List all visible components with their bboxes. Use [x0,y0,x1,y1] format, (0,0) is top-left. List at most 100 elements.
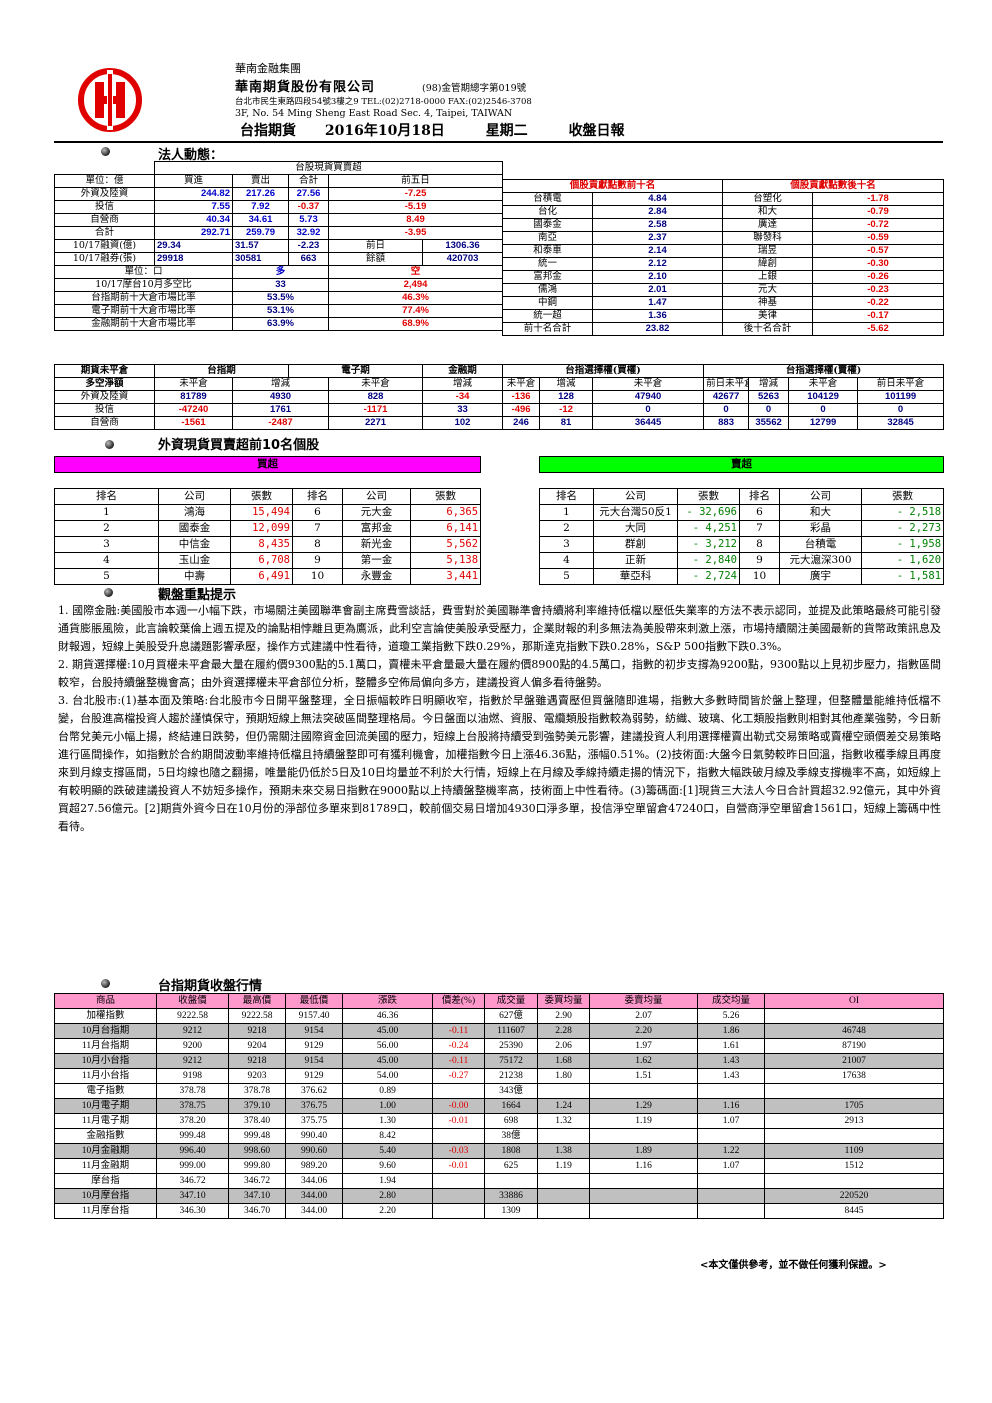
oi-value: 102 [422,416,504,430]
quote-value: 378.78 [156,1083,229,1099]
oi-value: -496 [502,403,541,417]
quote-value: 1309 [484,1203,538,1219]
rank: 10 [739,568,780,585]
quote-value: 990.60 [285,1143,343,1159]
table-row: 國泰金 2.58 廣達 -0.72 [502,218,945,232]
quote-value: 9203 [228,1068,286,1084]
top-stock-points: 4.84 [591,192,724,206]
product-name: 11月台指期 [54,1038,157,1054]
bottom-stock-name: 聯發科 [722,231,814,245]
quote-value: -0.24 [432,1038,485,1054]
contribution-table: 個股貢獻點數前十名 個股貢獻點數後十名 台積電 4.84 台塑化 -1.78 台化 2.8… [501,179,945,336]
row-label: 自營商 [54,213,155,227]
oi-value: 104129 [788,390,859,404]
margin-value: 31.57 [232,239,289,253]
bullet-icon [101,147,110,156]
oi-group-fxf: 金融期 [422,364,504,378]
quote-value: 1.22 [697,1143,765,1159]
oi-value: -47240 [154,403,233,417]
col-header: 買進 [154,174,233,188]
quote-value [589,1128,698,1144]
quote-value: 9222.58 [228,1008,286,1024]
bottom-stock-name: 和大 [722,205,814,219]
table-row: 2 大同 - 4,251 7 彩晶 - 2,273 [539,520,945,537]
quote-col-header: 委買均量 [537,993,590,1009]
bottom-stock-name: 神基 [722,296,814,310]
quote-value: 698 [484,1113,538,1129]
oi-subheader-cell: 前日未平倉 [703,377,750,391]
row-label: 金融期前十大倉市場比率 [54,317,233,331]
address-en: 3F, No. 54 Ming Sheng East Road Sec. 4, … [235,108,513,119]
prev5-value: -7.25 [327,187,504,201]
bottom-stock-points: -0.17 [812,309,945,323]
oi-value: 42677 [703,390,750,404]
table-header-row: 排名 公司 張數 排名 公司 張數 [54,488,482,505]
oi-group-txf: 台指期 [153,364,290,378]
product-name: 金融指數 [54,1128,157,1144]
ls-unit: 單位：口 [54,265,233,279]
oi-subheader-cell: 增減 [422,377,504,391]
company-name: 新光金 [342,536,411,553]
quote-value: 56.00 [342,1038,433,1054]
quote-value: 9212 [156,1053,229,1069]
table-row: 11月小台指 9198 9203 9129 54.00 -0.27 21238 1.80 1.5… [54,1068,944,1084]
oi-value: -2487 [231,416,330,430]
quote-value: 376.62 [285,1083,343,1099]
quote-value: 111607 [484,1023,538,1039]
row-label: 10/17融券(張) [54,252,155,266]
oi-corner-1: 期貨未平倉 [54,364,155,378]
buy-title: 買超 [53,456,482,473]
company-name: 元大金 [342,504,411,521]
table-row: 電子指數 378.78 378.78 376.62 0.89 343億 [54,1083,944,1099]
company-name: 華亞科 [593,568,678,585]
quote-value [697,1173,765,1189]
quote-value: 0.89 [342,1083,433,1099]
quote-value: 9218 [228,1023,286,1039]
oi-value: -1561 [154,416,233,430]
top-stock-name: 統一 [502,257,593,271]
quote-value: 1.43 [697,1053,765,1069]
sell-value: 259.79 [232,226,289,240]
quote-value: 1.19 [537,1158,590,1174]
table-row: 5 華亞科 - 2,724 10 廣宇 - 1,581 [539,568,945,585]
quote-value [764,1008,944,1024]
share-count: - 2,518 [860,504,945,521]
oi-subheader-cell: 前日未平倉 [857,377,945,391]
row-label: 10/17摩台10月多空比 [54,278,233,292]
quote-value: 1.51 [589,1068,698,1084]
quote-value: 1.29 [589,1098,698,1114]
oi-value: -12 [539,403,594,417]
long-value: 33 [232,278,329,292]
quote-col-header: OI [764,993,944,1009]
bottom-stock-name: 瑞昱 [722,244,814,258]
row-label: 外資及陸資 [54,187,155,201]
col-header: 公司 [158,488,231,505]
col-header: 公司 [342,488,411,505]
product-name: 電子指數 [54,1083,157,1099]
oi-value: 128 [539,390,594,404]
quote-value: 1.30 [342,1113,433,1129]
quote-value [432,1188,485,1204]
company-name: 玉山金 [158,552,231,569]
rank: 8 [739,536,780,553]
rank: 2 [539,520,594,537]
table-row: 10月摩台指 347.10 347.10 344.00 2.80 33886 220520 [54,1188,944,1204]
net-value: 32.92 [288,226,329,240]
table-row: 摩台指 346.72 346.72 344.06 1.94 [54,1173,944,1189]
oi-subheader-cell: 未平倉 [592,377,705,391]
top-stock-name: 台積電 [502,192,593,206]
bottom-stock-name: 廣達 [722,218,814,232]
oi-value: 1761 [231,403,330,417]
quote-value: 346.30 [156,1203,229,1219]
sell-value: 7.92 [232,200,289,214]
margin-label: 前日 [328,239,423,253]
quote-value: 9212 [156,1023,229,1039]
quote-value: 9218 [228,1053,286,1069]
table-row: 11月摩台指 346.30 346.70 344.00 2.20 1309 8445 [54,1203,944,1219]
quote-value: 346.72 [228,1173,286,1189]
oi-subheader-cell: 未平倉 [328,377,424,391]
bottom-stock-name: 元大 [722,283,814,297]
quote-value: 1.24 [537,1098,590,1114]
row-label: 合計 [54,226,155,240]
quote-value [537,1203,590,1219]
